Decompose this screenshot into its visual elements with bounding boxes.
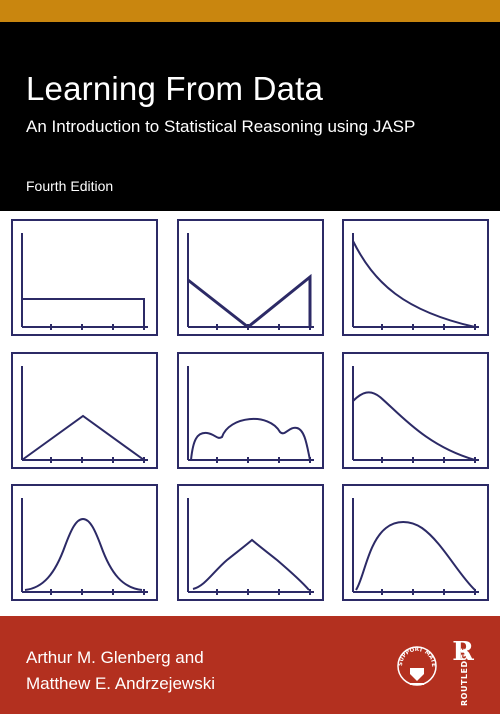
panel-triangular [11, 352, 158, 469]
cover-footer: Arthur M. Glenberg and Matthew E. Andrze… [0, 616, 500, 714]
author-line-1: Arthur M. Glenberg and [26, 648, 204, 667]
publisher-mark: R [452, 637, 474, 667]
normal-distribution-icon [21, 498, 148, 595]
multimodal-distribution-icon [187, 366, 314, 463]
cover-header: Learning From Data An Introduction to St… [0, 22, 500, 211]
publisher-name: ROUTLEDGE [460, 647, 469, 706]
panel-uniform [11, 219, 158, 336]
panel-v-shaped [177, 219, 324, 336]
panel-peaked [177, 484, 324, 601]
author-line-2: Matthew E. Andrzejewski [26, 674, 215, 693]
panel-right-skewed [342, 352, 489, 469]
edition-label: Fourth Edition [26, 178, 114, 194]
panel-skewed-bell [342, 484, 489, 601]
skewed-bell-distribution-icon [352, 498, 479, 595]
v-shaped-distribution-icon [187, 233, 314, 330]
support-material-badge-icon: SUPPORT MATERIAL [396, 642, 437, 686]
panel-exponential [342, 219, 489, 336]
panel-normal [11, 484, 158, 601]
triangular-distribution-icon [21, 366, 148, 463]
book-subtitle: An Introduction to Statistical Reasoning… [26, 117, 416, 136]
uniform-distribution-icon [21, 233, 148, 330]
top-stripe [0, 0, 500, 22]
distribution-grid [0, 211, 500, 616]
right-skewed-distribution-icon [352, 366, 479, 463]
peaked-distribution-icon [187, 498, 314, 595]
badge-text: SUPPORT MATERIAL [396, 642, 436, 667]
book-title: Learning From Data [26, 70, 324, 107]
routledge-logo-icon: R ROUTLEDGE [452, 637, 474, 706]
svg-text:SUPPORT MATERIAL: SUPPORT MATERIAL [396, 642, 436, 667]
exponential-distribution-icon [352, 233, 479, 330]
panel-multimodal [177, 352, 324, 469]
